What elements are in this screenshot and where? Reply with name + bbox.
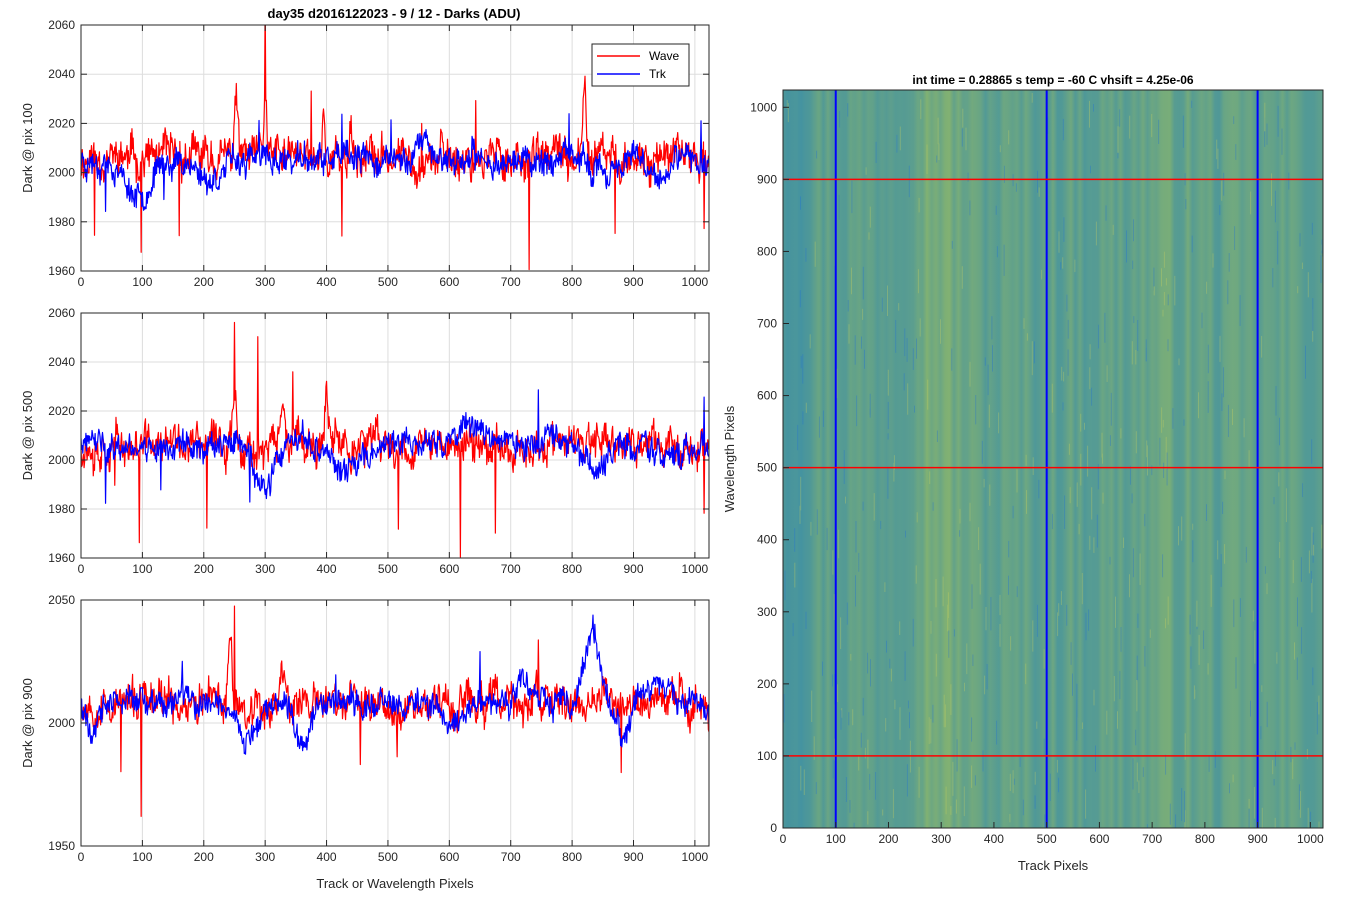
series-line-trk [81, 113, 709, 212]
y-tick-label: 2040 [48, 355, 75, 369]
heatmap-y-tick-label: 400 [757, 533, 777, 547]
y-tick-label: 2000 [48, 716, 75, 730]
x-tick-label: 800 [562, 850, 582, 864]
heatmap-x-tick-label: 400 [984, 832, 1004, 846]
heatmap-x-tick-label: 500 [1037, 832, 1057, 846]
heatmap-texture [783, 93, 1323, 828]
x-tick-label: 500 [378, 275, 398, 289]
y-tick-label: 2060 [48, 306, 75, 320]
series-line-wave [81, 321, 709, 558]
panel-ylabel: Dark @ pix 500 [20, 391, 35, 481]
shared-xlabel: Track or Wavelength Pixels [316, 876, 474, 891]
panel-ylabel: Dark @ pix 900 [20, 678, 35, 768]
heatmap-x-tick-label: 0 [780, 832, 787, 846]
x-tick-label: 500 [378, 850, 398, 864]
heatmap-panel: 0 100 200 300 400 500 600 700 800 900 1000 0 100 200 3… [722, 73, 1324, 873]
heatmap-y-tick-label: 200 [757, 677, 777, 691]
line-panel-pix-500: 0 100 200 300 400 500 600 700 800 900 1000 1960 1980… [20, 306, 710, 576]
heatmap-y-tick-label: 500 [757, 461, 777, 475]
heatmap-ylabel: Wavelength Pixels [722, 405, 737, 512]
series-line-trk [81, 614, 709, 755]
heatmap-y-tick-label: 900 [757, 172, 777, 186]
series-line-trk [81, 389, 709, 504]
x-tick-label: 100 [132, 275, 152, 289]
x-tick-label: 900 [623, 275, 643, 289]
heatmap-y-tick-label: 1000 [750, 100, 777, 114]
legend-label-trk: Trk [649, 67, 667, 81]
x-tick-label: 900 [623, 562, 643, 576]
heatmap-y-tick-label: 800 [757, 244, 777, 258]
x-tick-label: 600 [439, 850, 459, 864]
x-tick-label: 400 [317, 562, 337, 576]
line-panel-pix-100: 0 100 200 300 400 500 600 700 800 900 1000 1960 1980… [20, 18, 710, 289]
y-tick-label: 2040 [48, 67, 75, 81]
heatmap-x-tick-label: 600 [1089, 832, 1109, 846]
heatmap-y-tick-label: 700 [757, 317, 777, 331]
x-tick-label: 100 [132, 850, 152, 864]
heatmap-x-tick-label: 1000 [1297, 832, 1324, 846]
heatmap-image [783, 90, 1323, 828]
axes-box [80, 312, 710, 559]
x-tick-label: 800 [562, 275, 582, 289]
x-tick-label: 200 [194, 850, 214, 864]
x-tick-label: 800 [562, 562, 582, 576]
heatmap-x-tick-label: 700 [1142, 832, 1162, 846]
heatmap-y-tick-label: 600 [757, 389, 777, 403]
x-tick-label: 500 [378, 562, 398, 576]
heatmap-x-tick-label: 300 [931, 832, 951, 846]
x-tick-label: 1000 [682, 562, 709, 576]
y-tick-label: 1980 [48, 502, 75, 516]
x-tick-label: 200 [194, 275, 214, 289]
heatmap-x-tick-label: 200 [878, 832, 898, 846]
x-tick-label: 600 [439, 562, 459, 576]
x-tick-label: 100 [132, 562, 152, 576]
y-tick-label: 2000 [48, 166, 75, 180]
heatmap-x-tick-label: 100 [826, 832, 846, 846]
x-tick-label: 700 [501, 562, 521, 576]
heatmap-y-tick-label: 100 [757, 749, 777, 763]
line-panel-pix-900: 0 100 200 300 400 500 600 700 800 900 1000 1950 2000… [20, 593, 710, 864]
legend-label-wave: Wave [649, 49, 680, 63]
y-tick-label: 2020 [48, 116, 75, 130]
x-tick-label: 900 [623, 850, 643, 864]
y-tick-label: 1960 [48, 551, 75, 565]
x-tick-label: 0 [78, 275, 85, 289]
x-tick-label: 700 [501, 850, 521, 864]
y-tick-label: 1950 [48, 839, 75, 853]
series-lines [81, 605, 709, 817]
heatmap-x-tick-label: 800 [1195, 832, 1215, 846]
x-tick-label: 700 [501, 275, 521, 289]
x-tick-label: 400 [317, 850, 337, 864]
figure-suptitle: day35 d2016122023 - 9 / 12 - Darks (ADU) [268, 6, 521, 21]
y-tick-label: 2060 [48, 18, 75, 32]
x-tick-label: 300 [255, 850, 275, 864]
y-tick-label: 2000 [48, 453, 75, 467]
heatmap-x-tick-label: 900 [1248, 832, 1268, 846]
panel-ylabel: Dark @ pix 100 [20, 103, 35, 193]
y-tick-label: 1980 [48, 215, 75, 229]
x-tick-label: 1000 [682, 850, 709, 864]
heatmap-axes-box [782, 89, 1324, 829]
heatmap-xlabel: Track Pixels [1018, 858, 1089, 873]
heatmap-y-tick-label: 300 [757, 605, 777, 619]
heatmap-y-tick-label: 0 [770, 821, 777, 835]
legend: Wave Trk [591, 43, 690, 87]
series-lines [81, 321, 709, 558]
y-tick-label: 1960 [48, 264, 75, 278]
x-tick-label: 300 [255, 275, 275, 289]
x-tick-label: 0 [78, 850, 85, 864]
heatmap-title: int time = 0.28865 s temp = -60 C vhsift… [912, 73, 1193, 87]
legend-box [591, 43, 690, 87]
x-tick-label: 300 [255, 562, 275, 576]
y-tick-label: 2050 [48, 593, 75, 607]
axes-box [80, 24, 710, 272]
x-tick-label: 600 [439, 275, 459, 289]
x-tick-label: 200 [194, 562, 214, 576]
x-tick-label: 1000 [682, 275, 709, 289]
x-tick-label: 400 [317, 275, 337, 289]
x-tick-label: 0 [78, 562, 85, 576]
series-lines [81, 25, 709, 271]
y-tick-label: 2020 [48, 404, 75, 418]
